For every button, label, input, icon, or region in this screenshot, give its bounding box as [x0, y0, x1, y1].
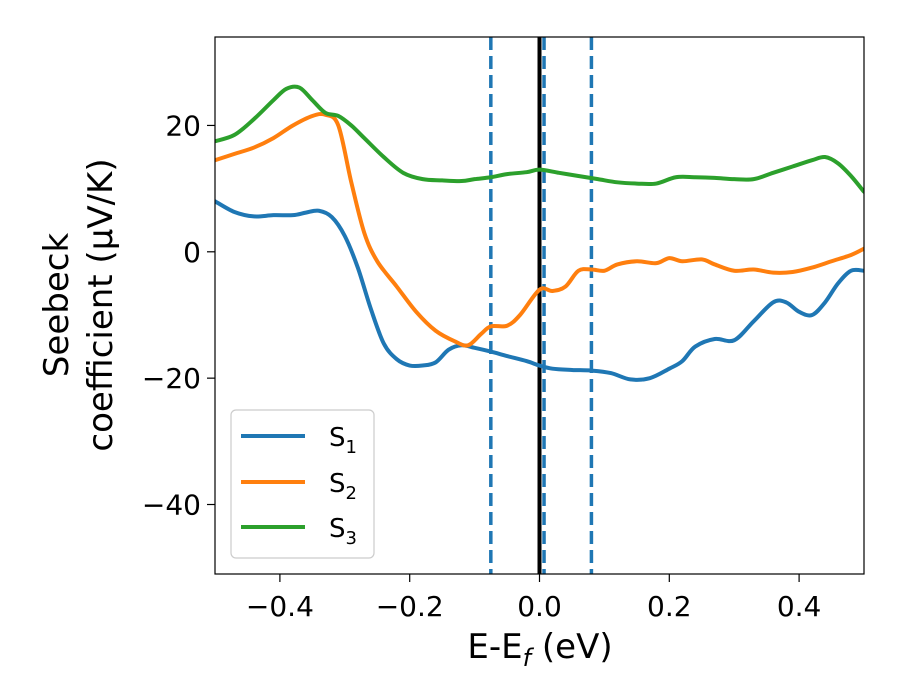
y-axis-label: Seebeck coefficient (μV/K)	[37, 158, 121, 451]
x-axis-label-unit: (eV)	[531, 627, 613, 667]
x-tick-label: −0.4	[246, 590, 314, 623]
legend-label-s2: S2	[329, 469, 357, 504]
legend: S1 S2 S3	[230, 409, 375, 559]
y-axis-ticks: 20 0 −20 −40	[142, 109, 215, 522]
legend-label-s3: S3	[329, 514, 357, 549]
x-axis-label-main: E-E	[467, 627, 522, 667]
series-line-s3	[215, 84, 864, 194]
x-axis-label: E-Ef (eV)	[467, 627, 612, 672]
x-axis-ticks: −0.4 −0.2 0.0 0.2 0.4	[246, 574, 821, 623]
legend-label-s1: S1	[329, 423, 357, 458]
y-tick-label: 20	[165, 109, 201, 142]
series-layer	[215, 84, 864, 382]
vertical-lines	[489, 37, 594, 574]
y-tick-label: −40	[142, 489, 201, 522]
x-tick-label: 0.4	[777, 590, 822, 623]
x-tick-label: 0.2	[647, 590, 692, 623]
series-line-s2	[215, 111, 864, 348]
y-axis-label-line2: coefficient (μV/K)	[81, 158, 121, 451]
x-tick-label: −0.2	[376, 590, 444, 623]
y-axis-label-line1: Seebeck	[37, 233, 77, 378]
x-tick-label: 0.0	[517, 590, 562, 623]
series-line-s1	[215, 199, 864, 382]
y-tick-label: −20	[142, 362, 201, 395]
y-tick-label: 0	[183, 236, 201, 269]
